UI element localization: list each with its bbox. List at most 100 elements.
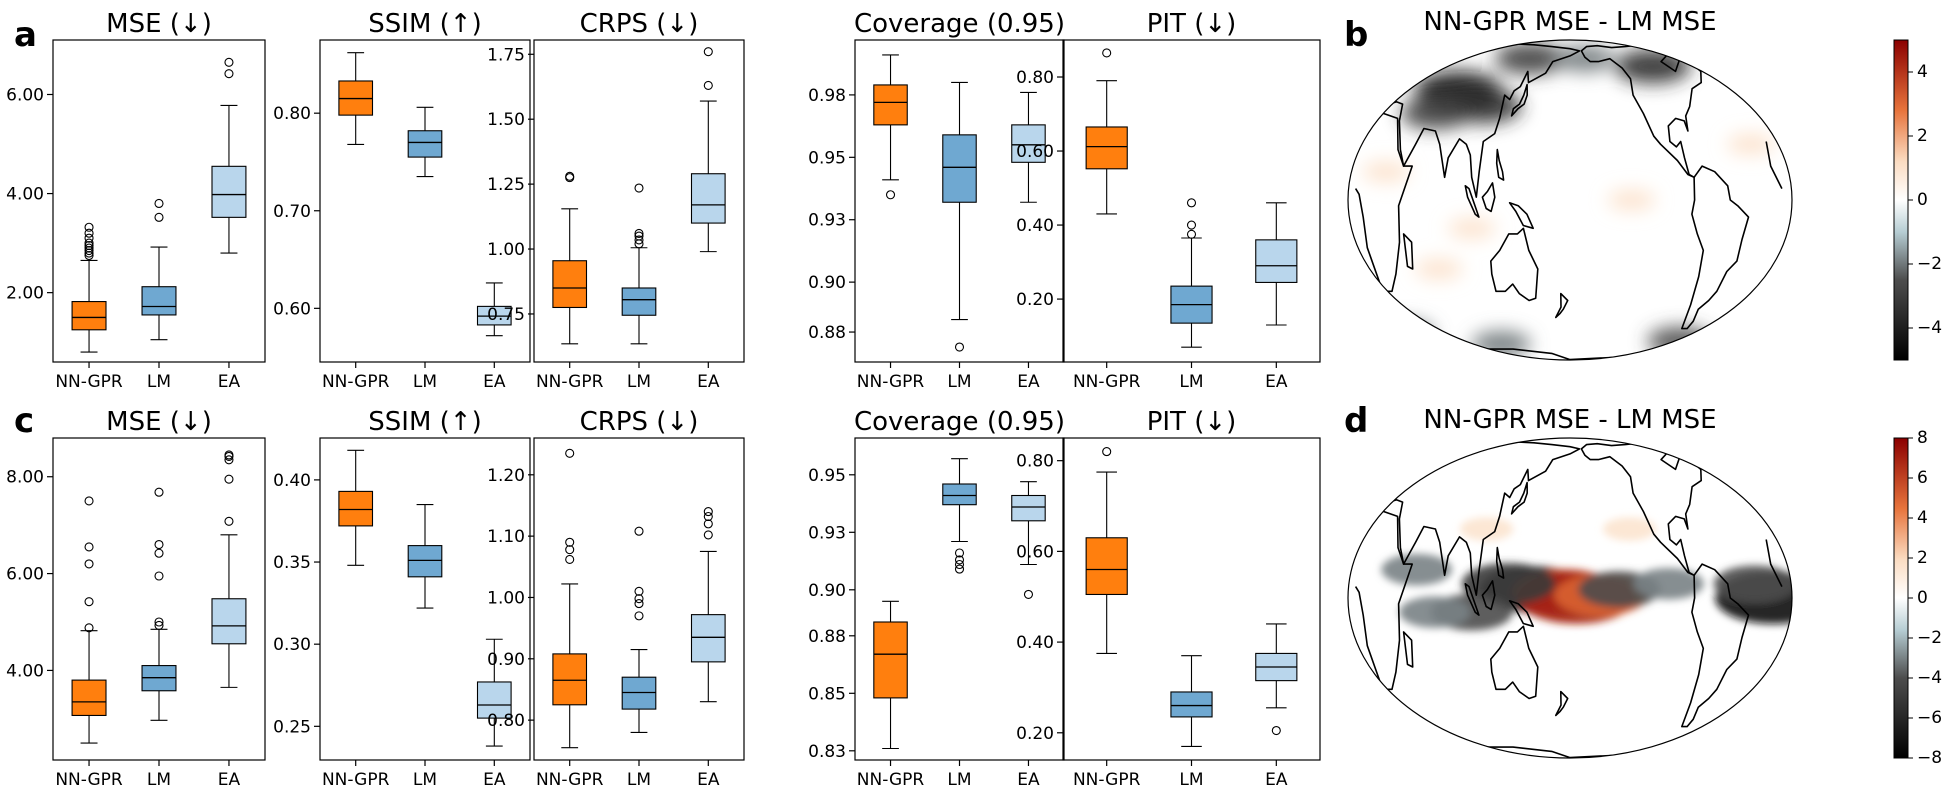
box-iqr	[211, 165, 247, 218]
y-tick-label: 0.25	[273, 717, 311, 737]
box-lm	[942, 458, 977, 574]
colorbar-tick-label: 0	[1917, 190, 1928, 210]
outlier-point	[634, 231, 644, 241]
coastline-japan	[1510, 481, 1528, 515]
outlier-point	[224, 57, 234, 67]
box-iqr	[1255, 239, 1298, 283]
y-tick-label: 6.00	[6, 85, 44, 105]
coastline-new-zealand	[1555, 292, 1569, 319]
outlier-point	[703, 80, 713, 90]
outlier-point	[154, 548, 164, 558]
outlier-point	[84, 597, 94, 607]
outlier-point	[1102, 48, 1112, 58]
panel-title: CRPS (↓)	[580, 9, 699, 39]
colorbar-tick-label: 8	[1917, 428, 1928, 448]
box-iqr	[621, 287, 657, 316]
anomaly-spot	[1363, 330, 1423, 358]
colorbar-tick-label: −4	[1917, 668, 1942, 688]
outlier-point	[703, 519, 713, 529]
anomaly-spot	[1471, 330, 1531, 358]
x-tick-label: LM	[413, 372, 437, 392]
outlier-point	[84, 222, 94, 232]
outlier-point	[84, 245, 94, 256]
x-tick-label: NN-GPR	[55, 770, 123, 790]
colorbar-gradient	[1893, 39, 1909, 361]
boxplot-panel: Coverage (0.95) 0.88 0.90 0.93 0.95 0.98 NN-GP…	[808, 9, 1065, 392]
colorbar-gradient	[1893, 437, 1909, 759]
box-lm	[621, 526, 657, 733]
outlier-point	[224, 450, 234, 460]
box-iqr	[407, 545, 443, 578]
outlier-point	[1023, 589, 1034, 599]
anomaly-spot	[1362, 161, 1410, 183]
outlier-point	[703, 507, 713, 517]
outlier-point	[954, 548, 965, 558]
outlier-point	[224, 474, 234, 484]
map-title: NN-GPR MSE - LM MSE	[1423, 7, 1716, 37]
x-tick-label: EA	[1017, 770, 1040, 790]
x-tick-label: LM	[1179, 770, 1203, 790]
box-iqr	[1011, 124, 1046, 163]
box-ea	[476, 638, 512, 747]
y-tick-label: 6.00	[6, 565, 44, 585]
outlier-point	[565, 545, 575, 555]
coastline-japan	[1510, 83, 1528, 117]
outlier-point	[634, 235, 644, 245]
x-tick-label: LM	[1179, 372, 1203, 392]
y-tick-label: 1.75	[487, 45, 525, 65]
coastline-south-america	[1681, 165, 1750, 330]
outlier-point	[84, 496, 94, 506]
outlier-point	[703, 530, 713, 540]
y-tick-label: 0.83	[808, 742, 846, 762]
panel-title: Coverage (0.95)	[854, 9, 1065, 39]
x-tick-label: NN-GPR	[536, 770, 604, 790]
colorbar-tick-label: 2	[1917, 126, 1928, 146]
x-tick-label: LM	[627, 372, 651, 392]
box-ea	[690, 507, 726, 703]
outlier-point	[703, 511, 713, 522]
y-tick-label: 0.93	[808, 523, 846, 543]
y-tick-label: 2.00	[6, 284, 44, 304]
box-ea	[1255, 623, 1298, 736]
coastline-madagascar	[1402, 233, 1414, 270]
colorbar-tick-label: 2	[1917, 548, 1928, 568]
y-tick-label: 1.10	[487, 527, 525, 547]
y-tick-label: 0.30	[273, 635, 311, 655]
coastline-madagascar	[1402, 631, 1414, 668]
boxplot-panel: SSIM (↑) 0.25 0.30 0.35 0.40 NN-GPR LM EA	[273, 407, 531, 790]
outlier-point	[1271, 725, 1281, 736]
map-panel-b: NN-GPR MSE - LM MSE 4 2 0 −2 −4	[1347, 7, 1942, 361]
colorbar-tick-label: −2	[1917, 628, 1942, 648]
outlier-point	[224, 69, 234, 79]
box-iqr	[942, 483, 977, 506]
outlier-point	[154, 539, 164, 550]
colorbar-tick-label: 0	[1917, 588, 1928, 608]
box-iqr	[338, 490, 374, 527]
y-tick-label: 0.60	[273, 299, 311, 319]
anomaly-spot	[1607, 189, 1656, 211]
panel-title: MSE (↓)	[106, 407, 212, 437]
outlier-point	[565, 537, 575, 547]
outlier-point	[565, 554, 575, 564]
y-tick-label: 0.90	[808, 273, 846, 293]
anomaly-spot	[1459, 517, 1514, 541]
map-border	[1347, 437, 1793, 759]
box-nn-gpr	[552, 448, 588, 749]
x-tick-label: NN-GPR	[322, 372, 390, 392]
panel-title: MSE (↓)	[106, 9, 212, 39]
outlier-point	[154, 198, 164, 209]
x-tick-label: EA	[1017, 372, 1040, 392]
box-lm	[621, 183, 657, 345]
outlier-point	[84, 248, 94, 258]
colorbar-tick-label: 4	[1917, 508, 1928, 528]
anomaly-spot	[1602, 517, 1657, 541]
outlier-point	[634, 183, 644, 193]
x-tick-label: LM	[147, 770, 171, 790]
box-nn-gpr	[873, 54, 908, 200]
y-tick-label: 0.88	[808, 627, 846, 647]
y-tick-label: 0.93	[808, 211, 846, 231]
y-tick-label: 8.00	[6, 468, 44, 488]
x-tick-label: EA	[218, 372, 241, 392]
colorbar: 4 2 0 −2 −4	[1893, 39, 1942, 361]
